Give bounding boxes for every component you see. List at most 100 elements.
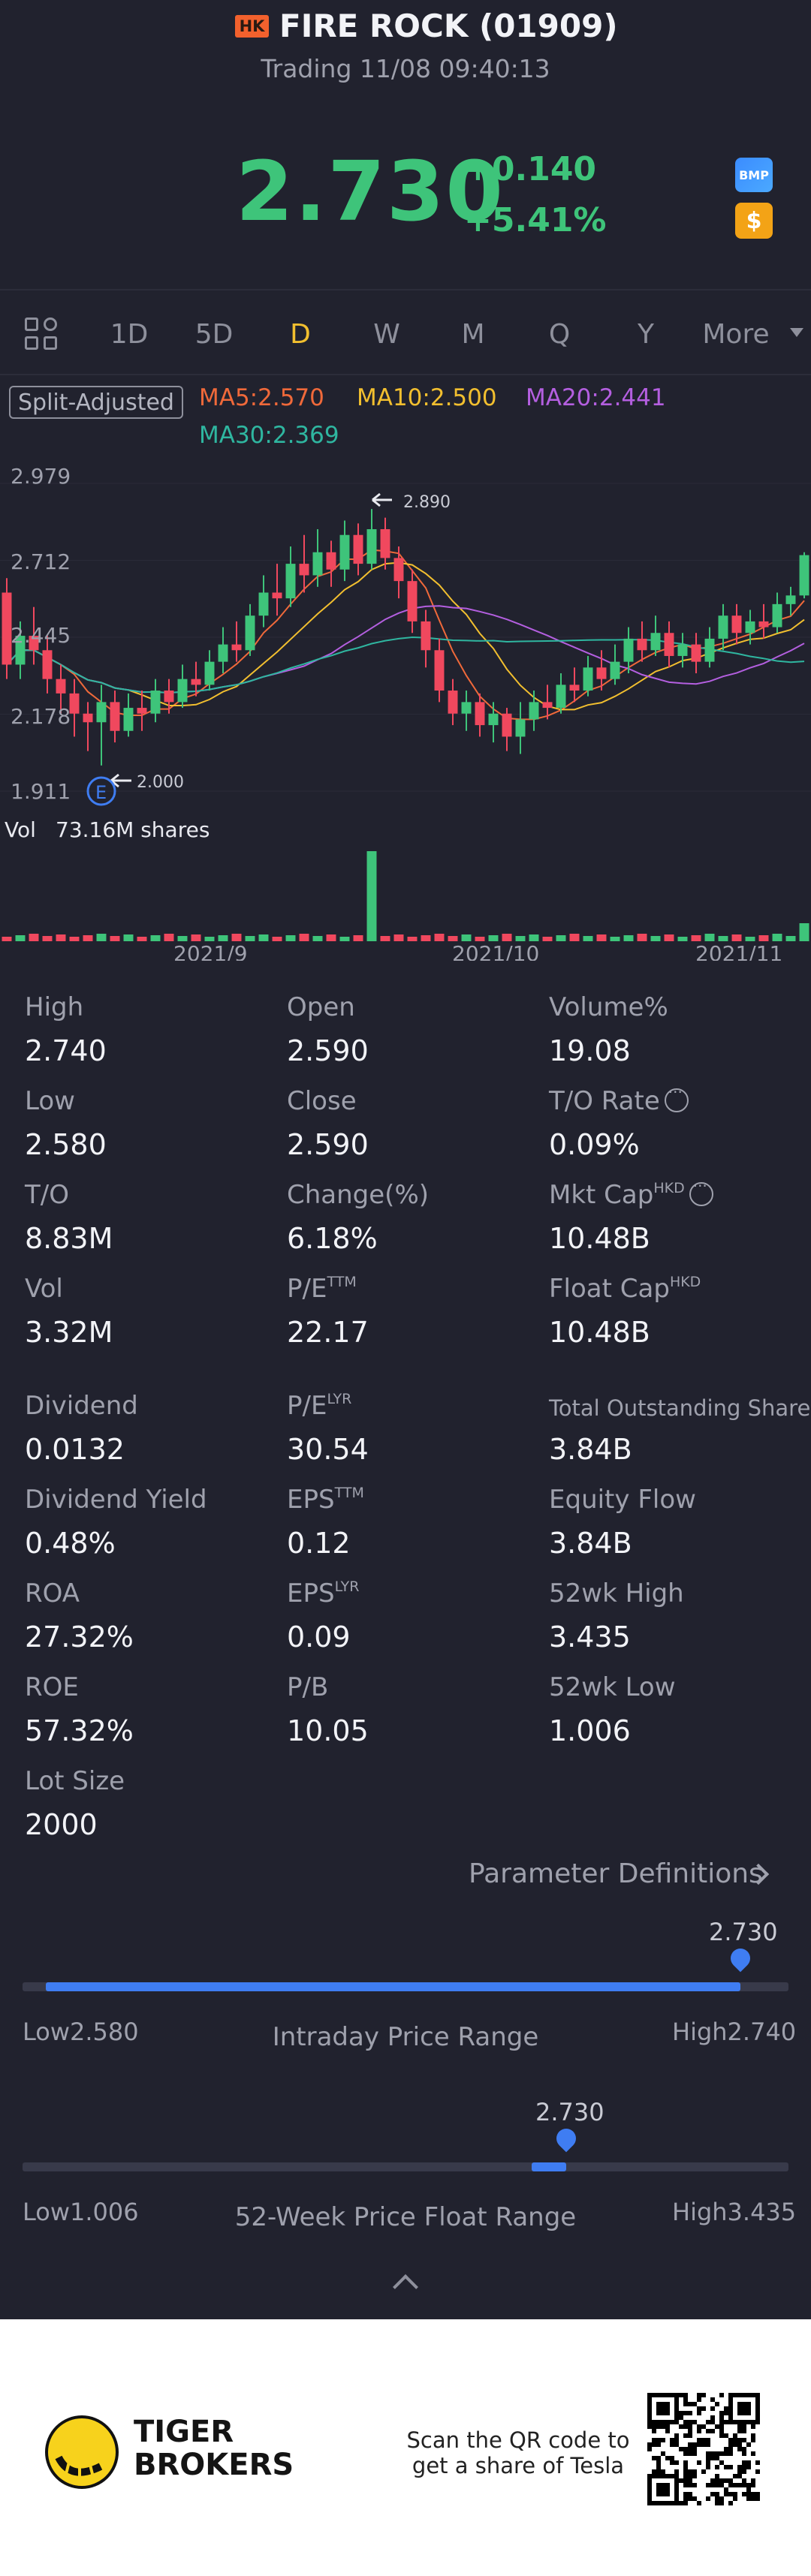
week52-current-value: 2.730 [535, 2098, 604, 2126]
chevron-up-icon[interactable] [393, 2274, 418, 2300]
candle-body [421, 621, 431, 651]
tab-5d[interactable]: 5D [194, 318, 234, 350]
volume-bar [29, 934, 39, 941]
stat-value: 3.84B [549, 1527, 632, 1560]
ma20-label: MA20:2.441 [526, 384, 666, 411]
volume-bar [191, 934, 201, 941]
stat-label[interactable]: Mkt CapHKD [549, 1177, 713, 1210]
split-adjusted-button[interactable]: Split-Adjusted [9, 386, 183, 419]
volume-bar [704, 934, 715, 941]
stat-value: 1.006 [549, 1714, 631, 1747]
volume-bar [204, 937, 215, 941]
candle-body [204, 661, 215, 685]
candle-body [191, 679, 201, 685]
event-marker[interactable]: E [86, 776, 116, 806]
volume-bar [96, 934, 107, 941]
candle-body [312, 552, 323, 576]
market-badge: HK [235, 15, 269, 38]
candle-body [29, 636, 39, 651]
candle-body [366, 529, 377, 564]
volume-bar [285, 935, 296, 941]
info-icon[interactable] [689, 1177, 713, 1206]
candle-body [231, 644, 242, 651]
volume-bar [461, 934, 472, 941]
candle-body [502, 713, 512, 737]
candle-body [542, 702, 553, 709]
stat-value: 2.580 [25, 1128, 107, 1161]
low-marker-label: 2.000 [137, 773, 184, 792]
volume-bar [542, 937, 553, 941]
ma10-line [6, 561, 805, 711]
volume-bar [731, 934, 742, 941]
bmp-badge[interactable]: BMP [735, 158, 773, 192]
tab-month[interactable]: M [461, 318, 485, 350]
tab-week[interactable]: W [373, 318, 400, 350]
info-icon[interactable] [664, 1083, 689, 1112]
stat-label: Close [287, 1086, 357, 1116]
candle-body [461, 702, 472, 714]
stat-label: P/ELYR [287, 1391, 352, 1421]
tab-1d[interactable]: 1D [110, 318, 149, 350]
week52-range-title: 52-Week Price Float Range [234, 2202, 577, 2232]
stat-value: 10.05 [287, 1714, 369, 1747]
tab-quarter[interactable]: Q [548, 318, 571, 350]
tab-more[interactable]: More [702, 318, 770, 350]
chevron-down-icon[interactable] [790, 328, 803, 337]
candle-body [2, 592, 12, 665]
stat-value: 0.09 [287, 1621, 351, 1654]
tab-day[interactable]: D [290, 318, 311, 350]
candle-body [637, 638, 647, 651]
volume-bar [785, 936, 796, 941]
candle-body [623, 638, 634, 662]
volume-bar [407, 937, 418, 941]
candle-body [299, 564, 309, 576]
stat-value: 10.48B [549, 1222, 650, 1255]
stat-value: 2.590 [287, 1128, 369, 1161]
dollar-icon[interactable]: $ [735, 203, 773, 239]
volume-bar [83, 935, 93, 941]
price-change: +0.140 [464, 150, 597, 188]
volume-bar [258, 934, 269, 941]
location-pin-icon [552, 2124, 580, 2153]
stat-value: 0.48% [25, 1527, 116, 1560]
stat-value: 0.12 [287, 1527, 351, 1560]
stock-title: FIRE ROCK (01909) [279, 8, 618, 44]
layout-grid-icon[interactable] [25, 317, 59, 352]
volume-value: 73.16M shares [56, 817, 210, 842]
candle-body [475, 702, 485, 726]
stat-label: Open [287, 992, 355, 1022]
parameter-definitions-link[interactable]: Parameter Definitions [469, 1858, 763, 1889]
tab-year[interactable]: Y [638, 318, 654, 350]
volume-bar [664, 934, 674, 941]
candle-body [245, 615, 255, 651]
volume-bar [745, 937, 755, 941]
volume-bar [772, 934, 782, 941]
candle-body [799, 555, 809, 596]
stat-value: 6.18% [287, 1222, 378, 1255]
volume-bar [56, 934, 66, 941]
y-tick-label: 2.178 [11, 704, 71, 729]
high-marker: 2.890 [372, 492, 451, 512]
candle-body [731, 615, 742, 633]
volume-bar [231, 934, 242, 941]
volume-bar [164, 934, 174, 941]
stat-value: 30.54 [287, 1433, 369, 1466]
candle-body [704, 638, 715, 662]
volume-bar [596, 934, 607, 941]
stat-label[interactable]: T/O Rate [549, 1083, 689, 1116]
candle-body [718, 615, 728, 639]
candle-body [69, 693, 80, 714]
volume-bar [353, 935, 363, 941]
volume-bar [177, 936, 188, 941]
kline-chart[interactable]: 2.979 2.712 2.445 2.178 1.911 2.890 2.00… [0, 465, 811, 961]
candle-body [164, 691, 174, 703]
stat-label: P/B [287, 1672, 329, 1702]
ma30-label: MA30:2.369 [199, 422, 339, 449]
stat-value: 10.48B [549, 1316, 650, 1349]
stat-label: 52wk Low [549, 1672, 676, 1702]
price-change-percent: +5.41% [464, 201, 607, 239]
volume-bar [312, 936, 323, 941]
volume-bar [339, 937, 350, 941]
volume-bar [556, 935, 566, 941]
qr-code[interactable] [647, 2393, 760, 2505]
